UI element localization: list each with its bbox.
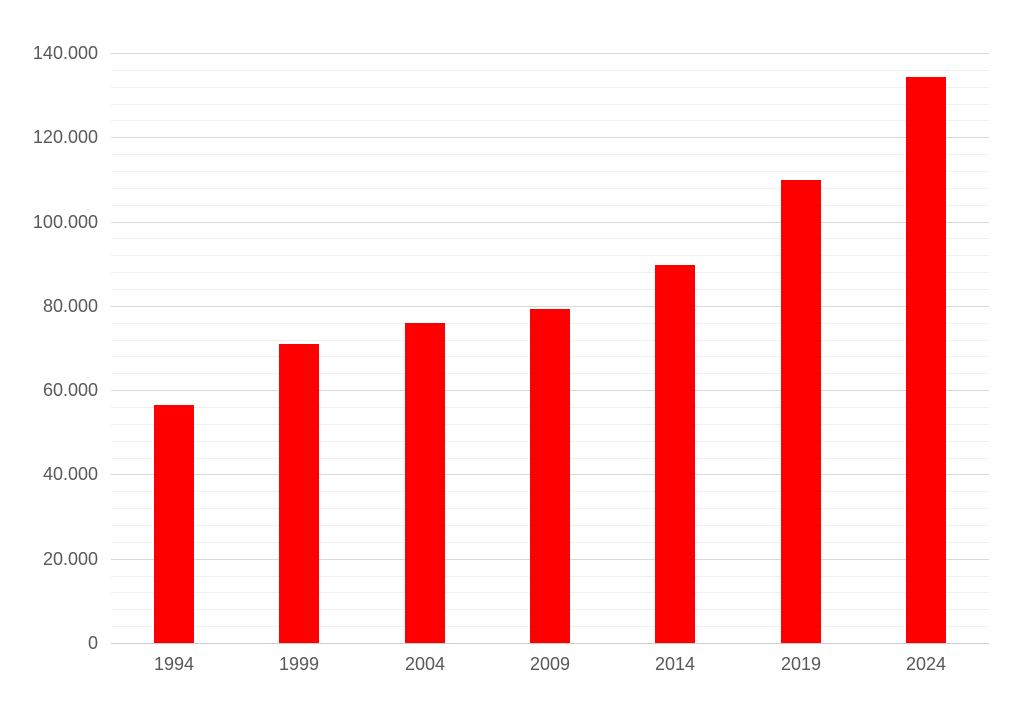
gridline-minor xyxy=(111,272,989,274)
gridline-major xyxy=(111,53,989,54)
bar-2014 xyxy=(655,265,695,643)
x-axis-category-label: 2024 xyxy=(905,654,947,674)
gridline-minor xyxy=(111,69,989,71)
gridline-major xyxy=(111,137,989,139)
gridline-minor xyxy=(111,289,989,290)
gridline-minor xyxy=(111,103,989,105)
gridline-minor xyxy=(111,238,989,240)
bar-2024 xyxy=(906,77,946,643)
y-axis-tick-label: 0 xyxy=(87,633,98,653)
y-axis-tick-label: 140.000 xyxy=(32,43,98,63)
y-axis-tick-label: 20.000 xyxy=(42,548,98,569)
x-axis-category-label: 2014 xyxy=(654,654,696,674)
bar-2009 xyxy=(530,309,570,643)
gridline-minor xyxy=(111,255,989,257)
gridline-minor xyxy=(111,86,989,88)
y-axis-tick-label: 60.000 xyxy=(42,380,98,401)
bar-2004 xyxy=(405,323,445,643)
gridline-minor xyxy=(111,120,989,122)
x-axis-category-label: 1999 xyxy=(278,654,320,674)
x-axis-category-label: 2004 xyxy=(404,654,446,674)
bar-1999 xyxy=(279,344,319,643)
x-axis-line xyxy=(111,643,989,644)
y-axis-tick-label: 40.000 xyxy=(42,464,98,485)
y-axis-tick-label: 80.000 xyxy=(42,295,98,316)
x-axis-category-label: 2019 xyxy=(780,654,822,674)
x-axis-category-label: 1994 xyxy=(153,654,195,674)
gridline-major xyxy=(111,221,989,223)
x-axis-category-label: 2009 xyxy=(529,654,571,674)
gridline-minor xyxy=(111,204,989,206)
y-axis-tick-label: 100.000 xyxy=(32,211,98,232)
plot-area xyxy=(111,53,989,644)
gridline-major xyxy=(111,305,989,307)
gridline-minor xyxy=(111,171,989,172)
gridline-minor xyxy=(111,187,989,189)
bar-1994 xyxy=(154,405,194,643)
bar-2019 xyxy=(781,180,821,643)
gridline-minor xyxy=(111,154,989,156)
y-axis-tick-label: 120.000 xyxy=(32,127,98,148)
